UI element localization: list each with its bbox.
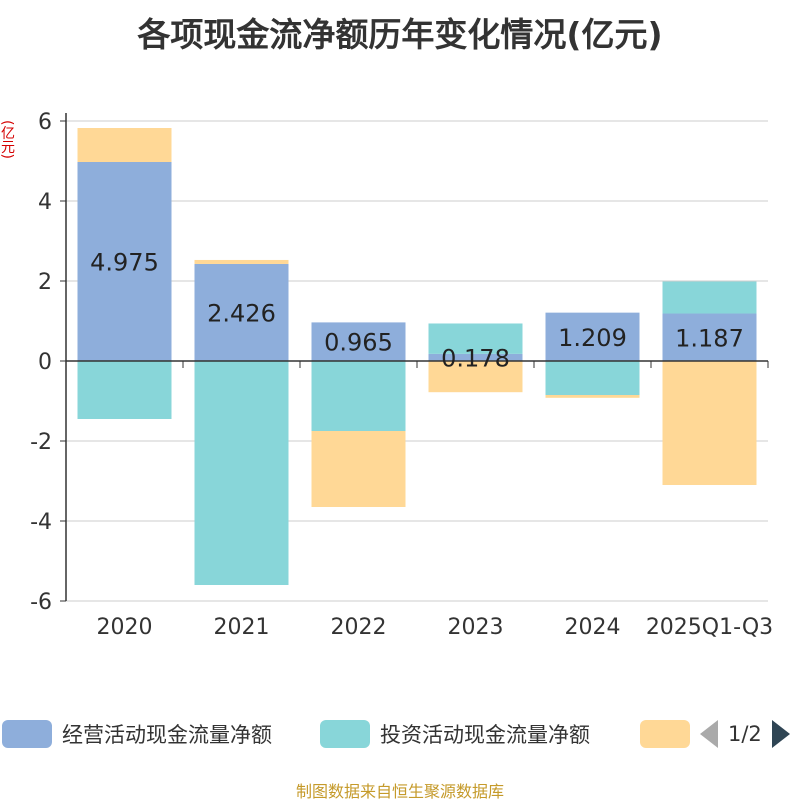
bar-financing	[545, 395, 640, 398]
y-tick-label: 4	[38, 190, 52, 215]
y-axis-unit: (亿元)	[0, 120, 15, 159]
bar-operating	[662, 313, 757, 361]
prev-page-icon[interactable]	[700, 720, 718, 748]
data-source-note: 制图数据来自恒生聚源数据库	[295, 782, 504, 801]
x-tick-label: 2023	[448, 615, 504, 640]
legend-swatch-operating	[2, 720, 52, 748]
bar-financing	[311, 431, 406, 507]
bar-investing	[428, 323, 523, 354]
bar-investing	[545, 361, 640, 395]
x-tick-label: 2022	[331, 615, 387, 640]
bar-financing	[428, 361, 523, 393]
legend-label-investing: 投资活动现金流量净额	[380, 723, 590, 747]
y-tick-label: -6	[30, 590, 52, 615]
bar-operating	[428, 353, 523, 361]
bar-financing	[662, 361, 757, 485]
bar-operating	[77, 162, 172, 361]
legend-pager: 1/2	[700, 716, 790, 752]
x-tick-label: 2021	[214, 615, 270, 640]
y-tick-label: -4	[30, 510, 52, 535]
data-label: 0.965	[324, 329, 393, 357]
legend-item-financing[interactable]	[640, 716, 700, 752]
bar-financing	[194, 259, 289, 264]
chart-canvas: -6 -4 -2 0 2 4 6 4.975 2.426 0.965 0.178 1.209 1.187…	[30, 110, 773, 640]
bar-financing	[77, 128, 172, 162]
x-tick-label: 2024	[565, 615, 621, 640]
x-tick-label: 2025Q1-Q3	[646, 615, 773, 640]
legend-page-indicator: 1/2	[728, 722, 762, 746]
legend-swatch-financing	[640, 720, 690, 748]
data-label: 1.187	[675, 324, 744, 352]
bar-operating	[194, 263, 289, 361]
next-page-icon[interactable]	[771, 720, 790, 748]
legend-label-operating: 经营活动现金流量净额	[62, 723, 272, 747]
legend-item-investing[interactable]: 投资活动现金流量净额	[320, 716, 590, 752]
y-tick-label: 6	[38, 110, 52, 135]
y-tick-label: 2	[38, 270, 52, 295]
bar-operating	[311, 322, 406, 361]
chart-title: 各项现金流净额历年变化情况(亿元)	[137, 15, 663, 54]
bar-investing	[662, 281, 757, 314]
bar-investing	[311, 361, 406, 431]
x-tick-label: 2020	[97, 615, 153, 640]
legend: 经营活动现金流量净额 投资活动现金流量净额 1/2	[0, 716, 800, 752]
legend-swatch-investing	[320, 720, 370, 748]
bar-investing	[194, 361, 289, 585]
bar-operating	[545, 312, 640, 361]
y-tick-label: -2	[30, 430, 52, 455]
y-tick-label: 0	[38, 350, 52, 375]
data-label: 2.426	[207, 299, 276, 327]
bar-investing	[77, 361, 172, 419]
data-label: 0.178	[441, 344, 510, 372]
legend-item-operating[interactable]: 经营活动现金流量净额	[2, 716, 272, 752]
data-label: 1.209	[558, 324, 627, 352]
data-label: 4.975	[90, 249, 159, 277]
